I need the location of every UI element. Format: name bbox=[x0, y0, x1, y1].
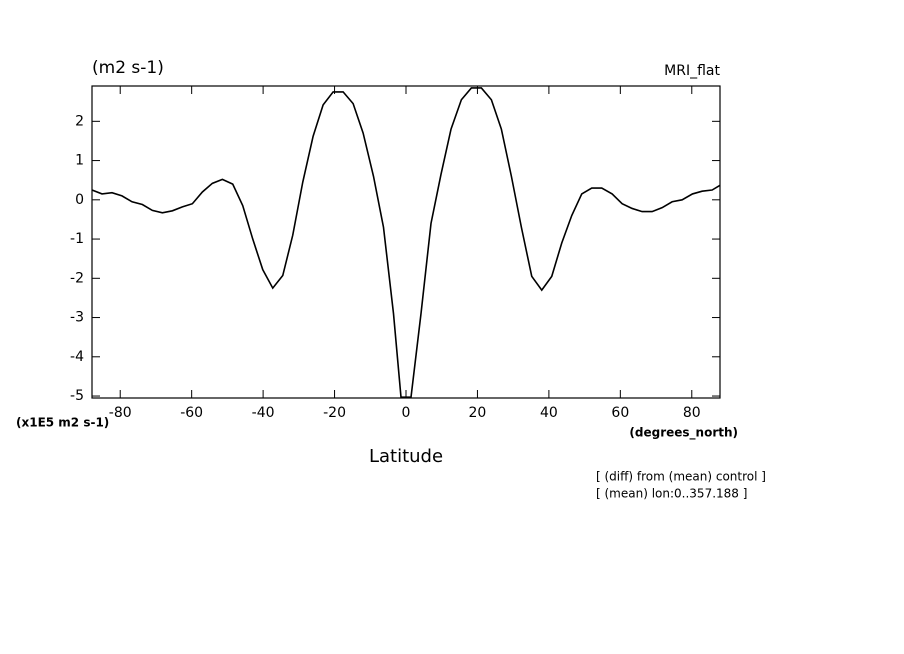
y-unit-label: (x1E5 m2 s-1) bbox=[16, 416, 109, 430]
annotation: [ (diff) from (mean) control ] bbox=[596, 470, 766, 484]
y-tick-label: -4 bbox=[70, 349, 84, 365]
x-tick-label: 60 bbox=[611, 405, 629, 421]
x-axis-label: Latitude bbox=[369, 446, 443, 467]
y-tick-label: -1 bbox=[70, 231, 84, 247]
y-tick-label: 2 bbox=[75, 113, 84, 129]
y-tick-label: 0 bbox=[75, 192, 84, 208]
annotation: [ (mean) lon:0..357.188 ] bbox=[596, 487, 747, 501]
chart-title: (m2 s-1) bbox=[92, 58, 164, 78]
x-tick-label: -60 bbox=[180, 405, 203, 421]
x-tick-label: 0 bbox=[402, 405, 411, 421]
x-tick-label: -40 bbox=[252, 405, 275, 421]
x-tick-label: 80 bbox=[683, 405, 701, 421]
x-tick-label: -80 bbox=[109, 405, 132, 421]
y-tick-label: -3 bbox=[70, 310, 84, 326]
x-tick-label: 20 bbox=[469, 405, 487, 421]
y-tick-label: -5 bbox=[70, 388, 84, 404]
x-tick-label: -20 bbox=[323, 405, 346, 421]
x-tick-label: 40 bbox=[540, 405, 558, 421]
plot-frame bbox=[91, 85, 721, 399]
y-tick-label: -2 bbox=[70, 270, 84, 286]
line-series bbox=[92, 87, 720, 398]
x-unit-label: (degrees_north) bbox=[629, 426, 738, 441]
chart-subtitle: MRI_flat bbox=[664, 63, 720, 79]
y-tick-label: 1 bbox=[75, 153, 84, 169]
